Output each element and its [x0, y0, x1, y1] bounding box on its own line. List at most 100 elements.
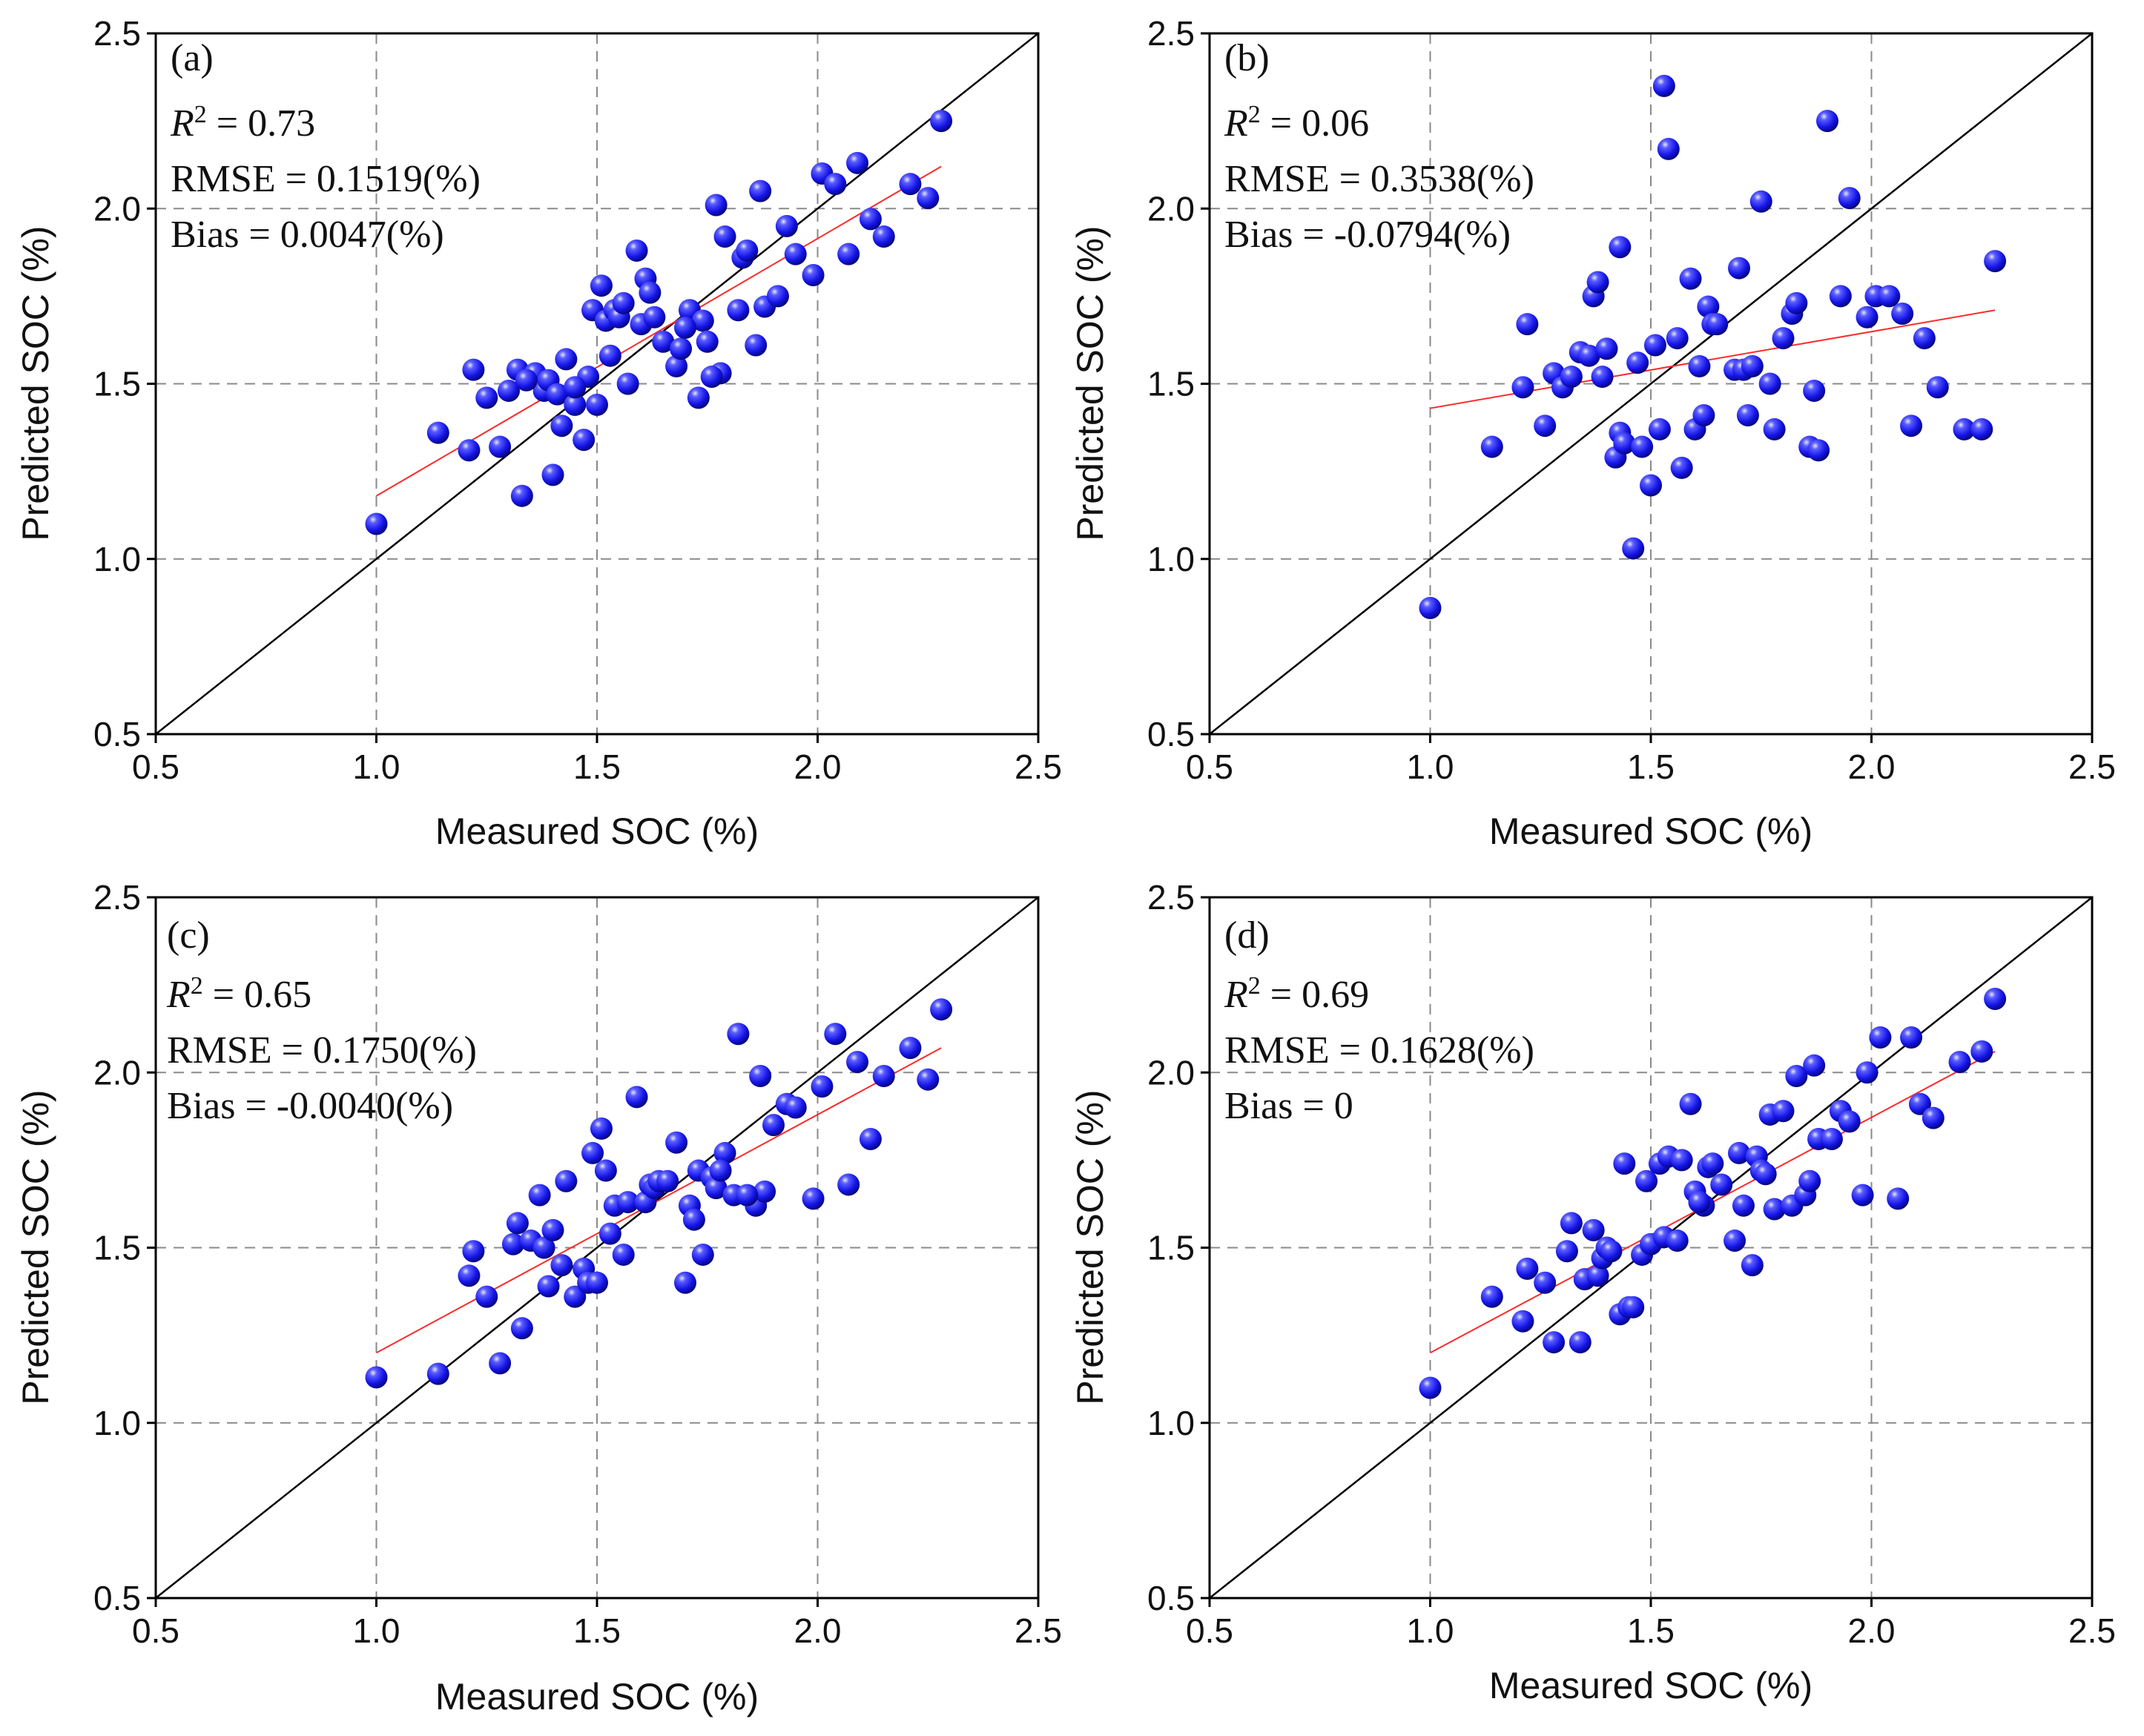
panel-b-point: [1736, 404, 1759, 427]
panel-a-point: [670, 337, 693, 360]
panel-b-y-tick-label: 2.5: [1147, 14, 1195, 53]
panel-b-point: [1626, 352, 1649, 374]
panel-d-point: [1635, 1169, 1658, 1192]
panel-b-rmse: RMSE = 0.3538(%): [1224, 158, 1534, 200]
panel-b-point: [1622, 537, 1645, 560]
panel-a-point: [555, 348, 578, 371]
panel-d-point: [1534, 1271, 1557, 1294]
panel-d-point: [1763, 1198, 1786, 1221]
panel-c-x-tick-label: 1.5: [573, 1611, 621, 1650]
panel-d-point: [1419, 1376, 1442, 1399]
panel-c-point: [736, 1184, 759, 1207]
panel-a-point: [713, 225, 736, 248]
panel-b-bias: Bias = -0.0794(%): [1224, 214, 1511, 256]
panel-d-point: [1555, 1240, 1578, 1263]
panel-a-one-to-one-line: [155, 33, 1039, 735]
panel-b-point: [1480, 435, 1503, 458]
panel-b-point: [1741, 354, 1764, 377]
panel-c-point: [616, 1191, 639, 1214]
panel-d-rmse: RMSE = 0.1628(%): [1224, 1029, 1534, 1072]
panel-b-r2-symbol: R: [1224, 102, 1248, 145]
panel-c-point: [691, 1243, 714, 1266]
panel-c-point: [846, 1051, 869, 1074]
panel-b-point: [1640, 474, 1662, 497]
panel-b-point: [1688, 354, 1711, 377]
panel-a-point: [652, 330, 675, 353]
panel-a-point: [930, 110, 953, 133]
panel-d-point: [1869, 1026, 1892, 1049]
panel-a-x-tick-label: 1.5: [573, 747, 621, 786]
panel-b-point: [1586, 271, 1609, 294]
panel-c-y-tick-label: 1.5: [93, 1229, 141, 1267]
panel-b-point: [1891, 303, 1914, 325]
panel-c-point: [598, 1222, 621, 1245]
panel-d-x-tick-label: 1.0: [1407, 1611, 1454, 1650]
panel-a-point: [917, 187, 940, 210]
panel-a-point: [824, 173, 847, 196]
panel-b: 0.5 1.0 1.5 2.0 2.5 0.5 1.0 1.5 2.0 2.5 (b) R2 = 0…: [1069, 14, 2116, 852]
panel-d-point: [1666, 1230, 1689, 1253]
panel-c-point: [506, 1212, 529, 1235]
panel-c-point: [709, 1159, 732, 1182]
panel-d-x-tick-label: 2.5: [2068, 1611, 2116, 1650]
panel-a: 0.5 1.0 1.5 2.0 2.5 0.5 1.0 1.5 2.0 2.5 (a) R2 = 0…: [15, 14, 1062, 852]
panel-b-x-tick-label: 0.5: [1186, 747, 1233, 786]
panel-c-x-tick-label: 0.5: [132, 1611, 179, 1650]
panel-d-point: [1670, 1149, 1693, 1172]
panel-c-x-tick-label: 2.5: [1015, 1611, 1062, 1650]
panel-b-point: [1763, 418, 1786, 440]
panel-d-r2-value: = 0.69: [1261, 974, 1369, 1016]
panel-a-point: [573, 429, 596, 452]
panel-c-y-tick-label: 0.5: [93, 1579, 141, 1617]
panel-a-point: [426, 421, 449, 444]
panel-c-label: (c): [167, 914, 210, 957]
panel-b-label: (b): [1224, 37, 1270, 79]
panel-d-x-tick-label: 2.0: [1848, 1611, 1896, 1650]
panel-a-point: [784, 242, 807, 265]
panel-b-point: [1758, 372, 1781, 395]
panel-b-r2-exponent: 2: [1248, 101, 1261, 128]
panel-b-point: [1878, 285, 1901, 308]
panel-b-point: [1516, 313, 1539, 336]
panel-a-rmse: RMSE = 0.1519(%): [171, 158, 481, 200]
panel-a-point: [899, 173, 922, 196]
panel-b-r2: R2 = 0.06: [1224, 101, 1369, 145]
panel-c-point: [550, 1254, 573, 1277]
panel-a-point: [859, 208, 882, 231]
panel-d-point: [1480, 1285, 1503, 1308]
panel-b-point: [1838, 187, 1861, 210]
panel-c-point: [537, 1275, 560, 1298]
panel-d-point: [1586, 1264, 1609, 1287]
panel-b-point: [1772, 327, 1795, 350]
panel-b-point: [1829, 285, 1852, 308]
panel-d-y-tick-label: 0.5: [1147, 1579, 1195, 1617]
panel-a-point: [846, 151, 869, 174]
panel-c-y-tick-label: 2.5: [93, 878, 141, 917]
panel-a-point: [837, 242, 860, 265]
panel-a-y-tick-label: 2.5: [93, 14, 141, 53]
panel-d-y-tick-label: 1.5: [1147, 1229, 1195, 1267]
panel-c-point: [674, 1271, 696, 1294]
panel-d-x-axis-title: Measured SOC (%): [1489, 1665, 1812, 1706]
panel-b-point: [1666, 327, 1689, 350]
panel-b-point: [1785, 291, 1808, 314]
panel-c-point: [594, 1159, 617, 1182]
panel-a-point: [498, 379, 520, 402]
panel-b-point: [1749, 190, 1772, 213]
panel-a-point: [475, 386, 498, 409]
panel-b-point: [1984, 250, 2007, 273]
panel-d-y-tick-label: 1.0: [1147, 1404, 1195, 1442]
panel-b-y-axis-title: Predicted SOC (%): [1069, 225, 1111, 541]
panel-c-point: [475, 1285, 498, 1308]
panel-a-r2-symbol: R: [170, 102, 194, 145]
panel-d: 0.5 1.0 1.5 2.0 2.5 0.5 1.0 1.5 2.0 2.5 (d) R2 = 0…: [1069, 878, 2116, 1706]
panel-c-point: [802, 1187, 825, 1210]
panel-d-point: [1820, 1128, 1843, 1151]
panel-d-point: [1754, 1163, 1777, 1186]
panel-a-r2-exponent: 2: [194, 101, 207, 128]
panel-c-one-to-one-line: [155, 897, 1039, 1599]
panel-b-point: [1670, 456, 1693, 479]
panel-a-point: [745, 334, 768, 357]
panel-c-x-tick-label: 1.0: [353, 1611, 400, 1650]
